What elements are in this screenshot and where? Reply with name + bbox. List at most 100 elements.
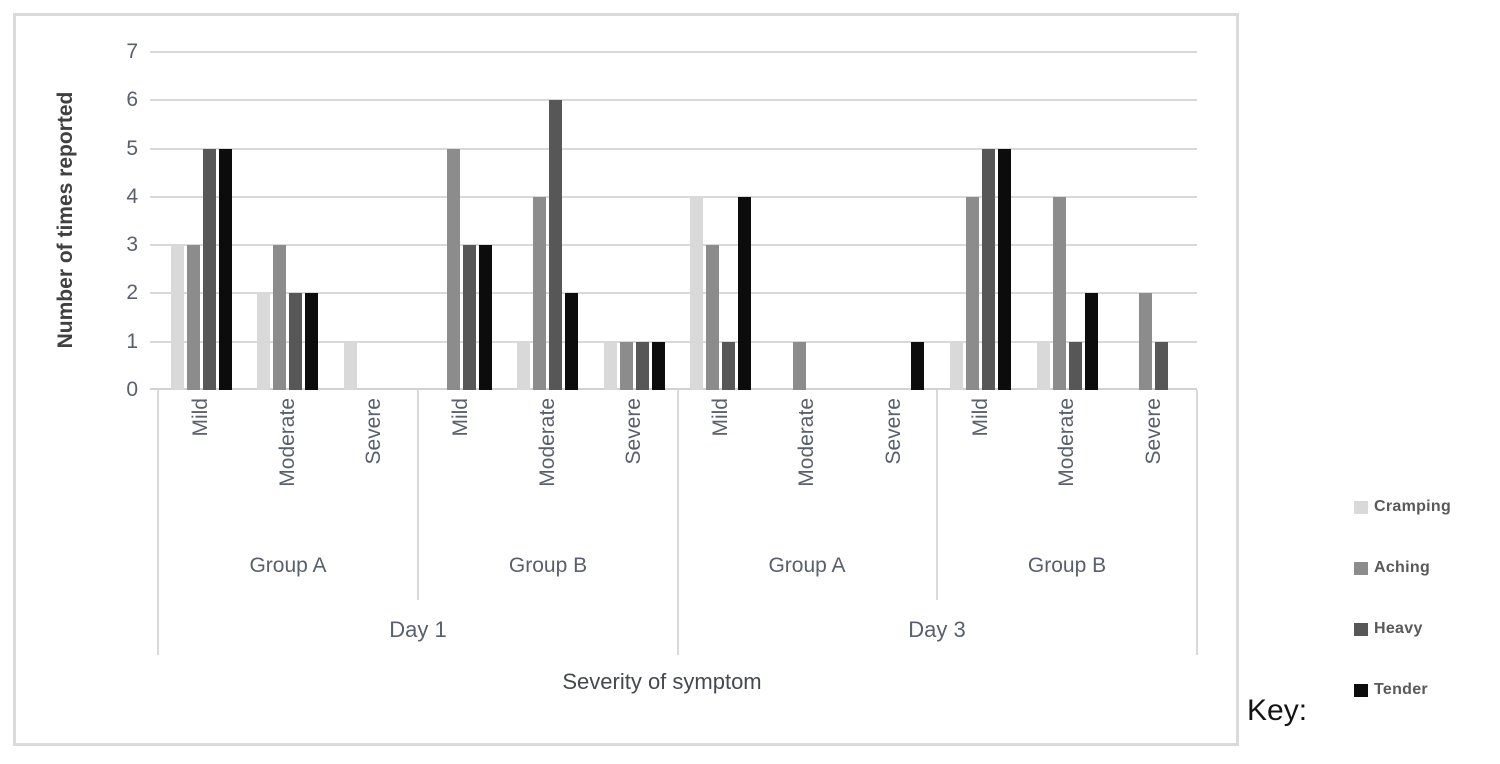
y-tick-label: 5 (126, 137, 138, 160)
legend-label: Tender (1374, 681, 1428, 698)
bar-cramping (690, 197, 704, 390)
bar-heavy (289, 293, 303, 390)
gridline (150, 99, 1197, 101)
bar-cluster (245, 52, 332, 390)
severity-label: Mild (189, 398, 212, 437)
bar-heavy (202, 149, 216, 390)
bar-cluster (937, 52, 1024, 390)
bar-aching (1052, 197, 1066, 390)
bar-aching (1139, 293, 1153, 390)
legend-label: Heavy (1374, 620, 1423, 637)
y-tick-label: 3 (126, 233, 138, 256)
group-label: Group A (768, 554, 846, 577)
gridline (150, 244, 1197, 246)
bar-cluster (504, 52, 591, 390)
severity-label: Severe (882, 398, 905, 465)
bar-aching (533, 197, 547, 390)
bar-cluster (418, 52, 505, 390)
gridline (150, 148, 1197, 150)
bar-tender (911, 342, 925, 390)
legend-item: Aching (1354, 558, 1451, 578)
severity-label: Moderate (536, 398, 559, 487)
severity-label: Moderate (795, 398, 818, 487)
group-label: Group B (508, 554, 588, 577)
key-label: Key: (1247, 694, 1308, 727)
bar-heavy (635, 342, 649, 390)
legend-label: Aching (1374, 559, 1431, 576)
bar-cluster (764, 52, 851, 390)
bar-tender (1084, 293, 1098, 390)
bar-cluster (158, 52, 245, 390)
group-label: Group B (1027, 554, 1107, 577)
bar-cramping (170, 245, 184, 390)
bar-tender (305, 293, 319, 390)
bar-aching (966, 197, 980, 390)
severity-label: Severe (362, 398, 385, 465)
day-label: Day 1 (389, 617, 447, 642)
bar-aching (706, 245, 720, 390)
bar-cramping (343, 342, 357, 390)
y-tick-label: 4 (126, 185, 138, 208)
legend-swatch-cramping (1354, 500, 1368, 514)
x-axis-title: Severity of symptom (562, 669, 762, 694)
legend-swatch-heavy (1354, 622, 1368, 636)
axis-separator (417, 390, 419, 600)
severity-label: Mild (709, 398, 732, 437)
gridline (150, 51, 1197, 53)
severity-label: Mild (449, 398, 472, 437)
bar-cramping (517, 342, 531, 390)
axis-separator (936, 390, 938, 600)
axis-separator (677, 390, 679, 655)
bar-aching (792, 342, 806, 390)
y-tick-label: 6 (126, 88, 138, 111)
bar-tender (738, 197, 752, 390)
bar-tender (478, 245, 492, 390)
legend-item: Cramping (1354, 497, 1451, 517)
y-axis-title: Number of times reported (54, 91, 77, 349)
bar-aching (619, 342, 633, 390)
legend-label: Cramping (1374, 498, 1452, 515)
bar-cramping (950, 342, 964, 390)
y-tick-label: 1 (126, 330, 138, 353)
bar-cluster (1024, 52, 1111, 390)
bar-heavy (982, 149, 996, 390)
bar-cluster (1110, 52, 1197, 390)
bar-aching (273, 245, 287, 390)
bar-heavy (1068, 342, 1082, 390)
legend-item: Heavy (1354, 619, 1451, 639)
severity-label: Moderate (1055, 398, 1078, 487)
gridline (150, 341, 1197, 343)
axis-separator (157, 390, 159, 655)
legend: Cramping Aching Heavy Tender (1354, 497, 1451, 700)
bar-heavy (462, 245, 476, 390)
gridline (150, 196, 1197, 198)
legend-item: Tender (1354, 680, 1451, 700)
day-label: Day 3 (908, 617, 966, 642)
y-tick-label: 7 (126, 40, 138, 63)
group-label: Group A (249, 554, 327, 577)
x-axis-line (150, 388, 1197, 390)
bar-cluster (678, 52, 765, 390)
bar-cramping (257, 293, 271, 390)
severity-label: Severe (622, 398, 645, 465)
severity-label: Mild (969, 398, 992, 437)
bar-tender (998, 149, 1012, 390)
axis-separator (1196, 390, 1198, 655)
bar-cramping (603, 342, 617, 390)
legend-swatch-tender (1354, 683, 1368, 697)
y-tick-label: 2 (126, 281, 138, 304)
severity-label: Severe (1142, 398, 1165, 465)
bar-heavy (722, 342, 736, 390)
bar-heavy (1155, 342, 1169, 390)
bar-tender (565, 293, 579, 390)
bar-cluster (331, 52, 418, 390)
bar-cluster (591, 52, 678, 390)
bar-tender (651, 342, 665, 390)
bar-tender (218, 149, 232, 390)
bar-aching (446, 149, 460, 390)
legend-swatch-aching (1354, 561, 1368, 575)
severity-label: Moderate (276, 398, 299, 487)
bar-aching (186, 245, 200, 390)
y-tick-label: 0 (126, 378, 138, 401)
